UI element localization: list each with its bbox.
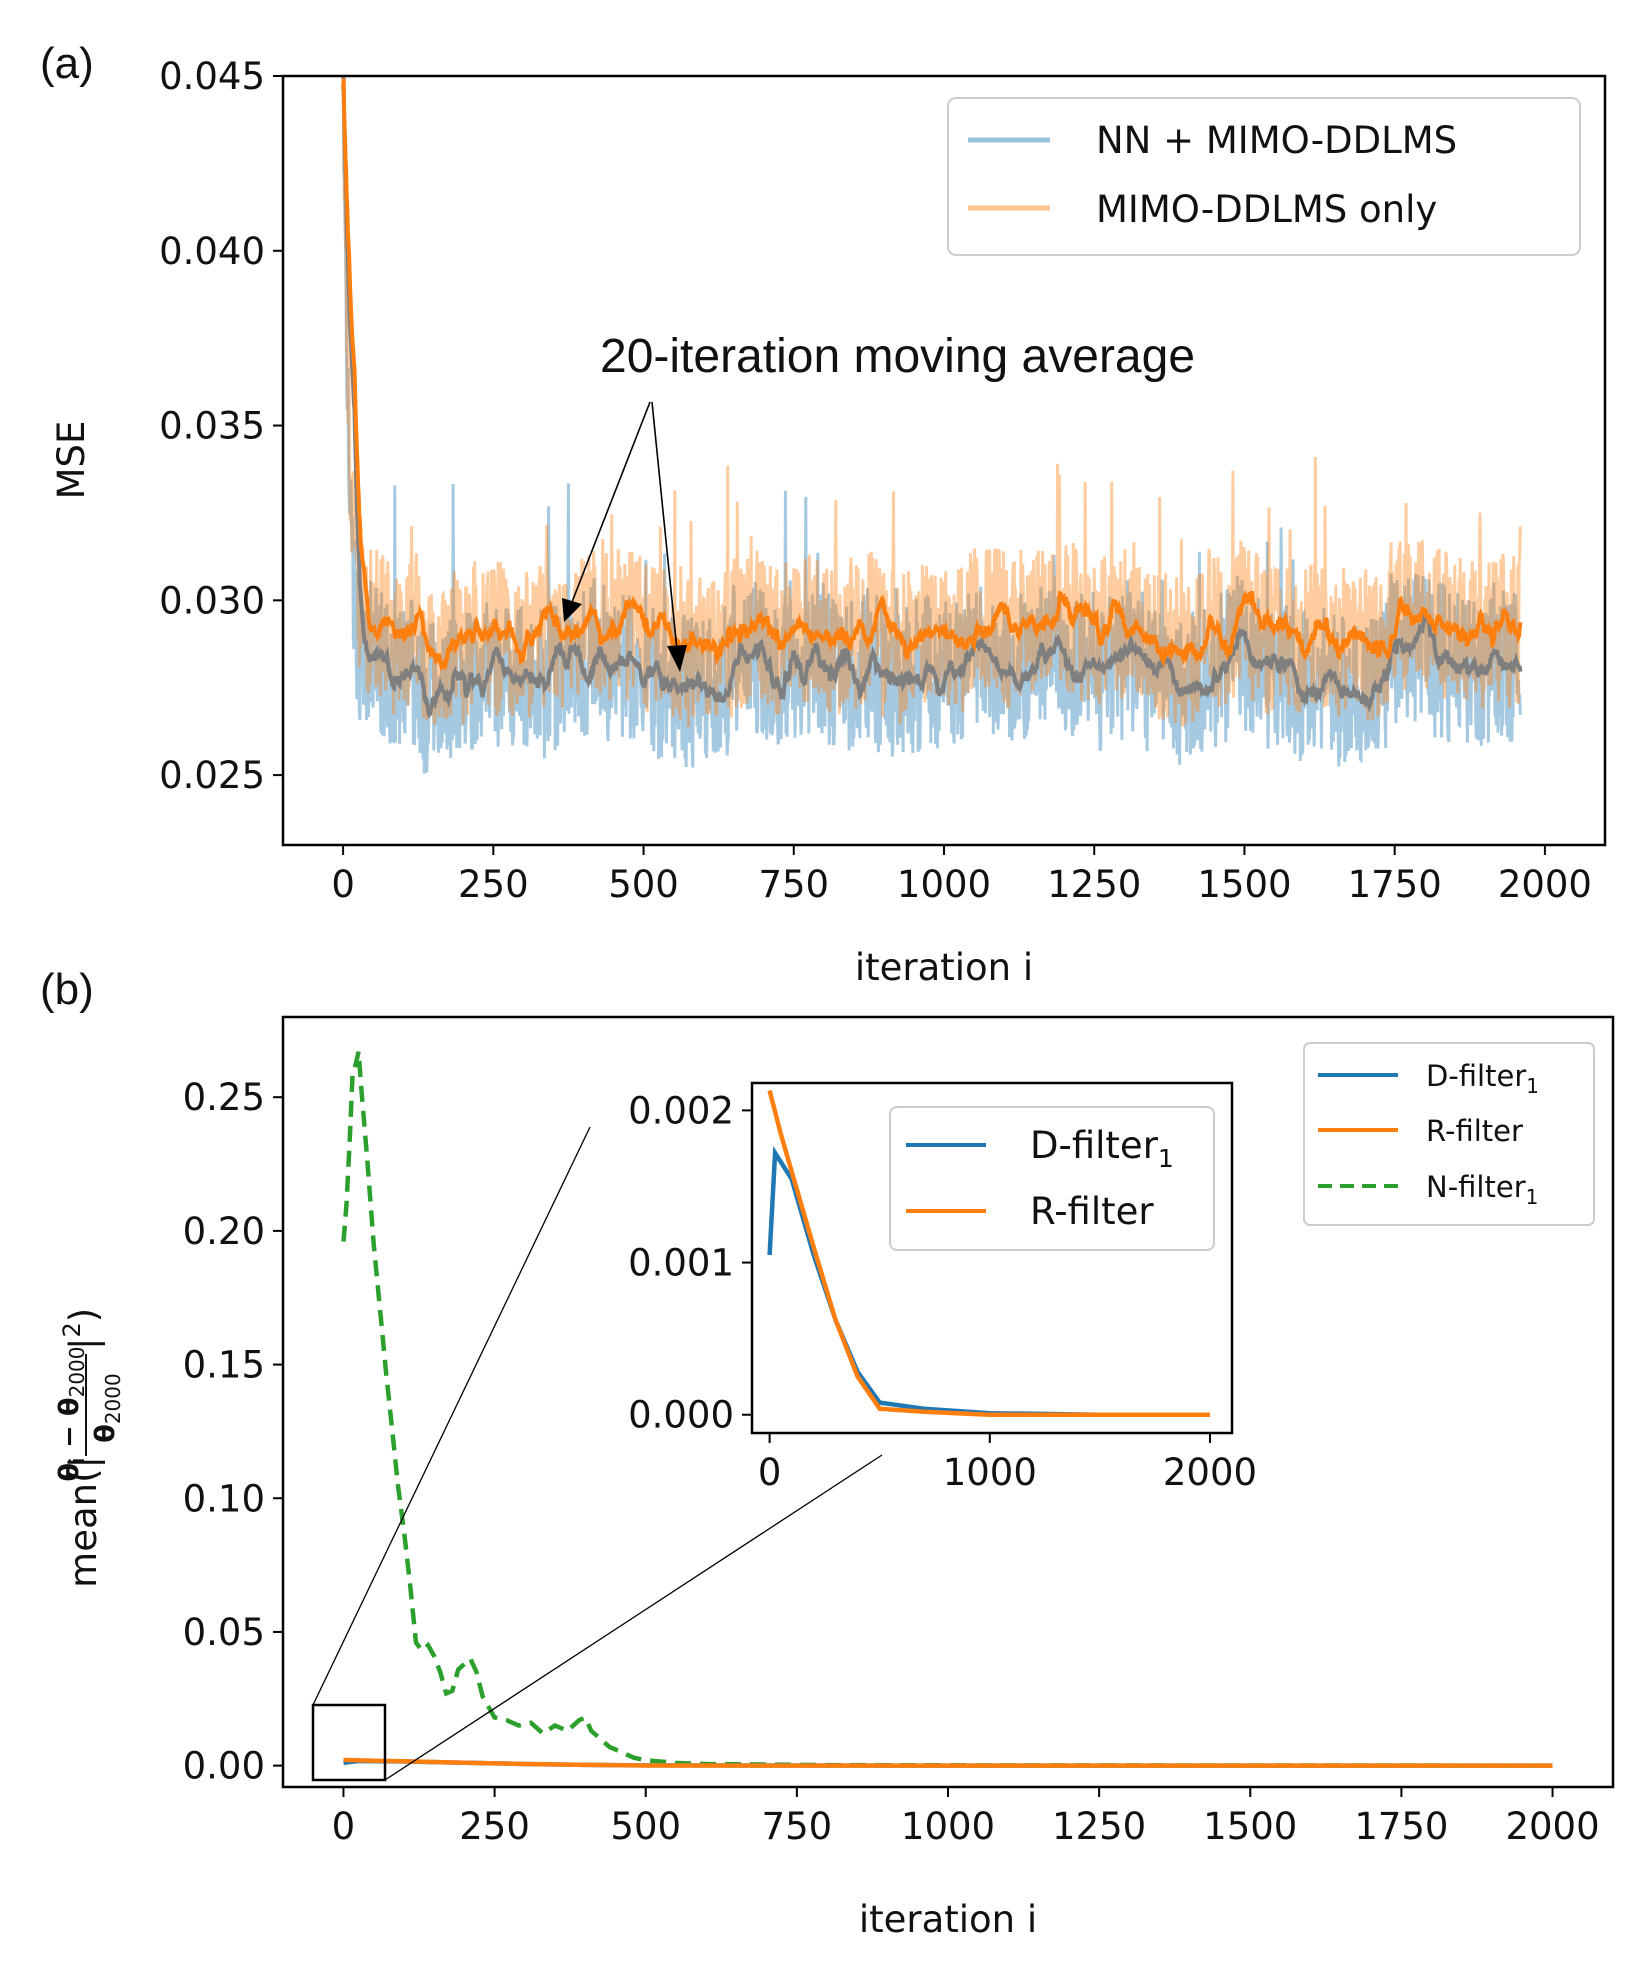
annotation-arrow-2-head — [667, 645, 687, 672]
inset-legend: D-filter1 R-filter — [889, 1106, 1215, 1251]
annotation-arrow-2 — [651, 401, 678, 651]
inset-xtick-label: 0 — [758, 1451, 782, 1494]
chart-b-xtick-label: 250 — [459, 1805, 530, 1848]
chart-b-legend: D-filter1 R-filter N-filter1 — [1303, 1042, 1595, 1226]
chart-a-ylabel: MSE — [50, 421, 93, 500]
legend-label-mimo-only: MIMO-DDLMS only — [1096, 188, 1437, 231]
chart-b-xtick-label: 750 — [762, 1805, 833, 1848]
zoom-connector-2 — [384, 1454, 883, 1781]
chart-b-xtick-label: 2000 — [1505, 1805, 1599, 1848]
chart-b-xtick-label: 0 — [332, 1805, 356, 1848]
ylabel-den-theta: θ — [90, 1424, 121, 1443]
legend-label-n-filter: N-filter1 — [1426, 1170, 1538, 1209]
ylabel-close: ) — [62, 1308, 105, 1322]
panel-a-label: (a) — [40, 39, 94, 88]
chart-a-xtick-label: 1750 — [1348, 863, 1442, 906]
chart-b-xtick-label: 1500 — [1203, 1805, 1297, 1848]
chart-b-ytick-label: 0.25 — [183, 1076, 265, 1119]
annotation-arrow-1-head — [562, 598, 582, 622]
inset-xtick-label: 2000 — [1163, 1451, 1257, 1494]
chart-b-ylabel: mean(| θi − θ2000 θ2000 |2) — [54, 1308, 125, 1588]
ylabel-prefix: mean(| — [62, 1456, 105, 1588]
legend-d-filter-sub: 1 — [1526, 1074, 1539, 1098]
ylabel-num-theta: θ — [54, 1463, 85, 1482]
chart-a-ytick-label: 0.045 — [159, 55, 265, 98]
chart-a-legend: NN + MIMO-DDLMS MIMO-DDLMS only — [947, 97, 1581, 256]
zoom-box — [311, 1703, 387, 1782]
panel-b-label: (b) — [40, 965, 94, 1014]
annotation-arrow-1 — [571, 401, 651, 603]
chart-a-xtick-label: 1500 — [1197, 863, 1291, 906]
series-nn-mimo-line — [341, 76, 1522, 774]
chart-a-legend-box — [947, 97, 1581, 256]
chart-b: 0 250 500 750 1000 1250 1500 1750 2000 0.00 0.05 0… — [54, 1015, 1615, 1941]
legend-label-d-filter: D-filter1 — [1426, 1059, 1539, 1098]
chart-a-xtick-label: 1000 — [897, 863, 991, 906]
series-r-filter-line — [343, 1757, 1553, 1768]
ylabel-numerator: θi − θ2000 — [54, 1346, 89, 1481]
inset-legend-label-r: R-filter — [1030, 1190, 1154, 1233]
series-nn-mimo-moving-average — [341, 76, 1523, 719]
chart-b-ytick-label: 0.00 — [183, 1745, 265, 1788]
chart-a-xtick-label: 250 — [458, 863, 529, 906]
chart-a-xtick-label: 500 — [608, 863, 679, 906]
chart-a-xtick-label: 2000 — [1498, 863, 1592, 906]
inset-ytick-label: 0.000 — [628, 1394, 734, 1437]
annotation-moving-average: 20-iteration moving average — [600, 330, 1195, 383]
chart-a-xtick-label: 0 — [331, 863, 355, 906]
chart-b-xtick-label: 1750 — [1354, 1805, 1448, 1848]
chart-a: 0 250 500 750 1000 1250 1500 1750 2000 0.025 0.03… — [50, 55, 1607, 989]
ylabel-num-minus: − θ — [54, 1397, 85, 1457]
inset-ytick-label: 0.002 — [628, 1089, 734, 1132]
chart-a-xtick-label: 750 — [758, 863, 829, 906]
ylabel-num-i: i — [65, 1457, 89, 1463]
inset-series-r-filter-line — [767, 1090, 1210, 1417]
inset-legend-label-d: D-filter1 — [1030, 1124, 1174, 1173]
chart-b-xtick-label: 1250 — [1052, 1805, 1146, 1848]
inset-legend-d-name: D-filter — [1030, 1124, 1159, 1167]
chart-b-legend-box — [1303, 1042, 1595, 1226]
series-mimo-only-moving-average — [341, 78, 1523, 672]
chart-b-ytick-label: 0.15 — [183, 1344, 265, 1387]
zoom-connector-1 — [312, 1126, 591, 1706]
ylabel-denominator: θ2000 — [90, 1373, 125, 1442]
chart-b-ytick-label: 0.10 — [183, 1477, 265, 1520]
legend-label-r-filter: R-filter — [1426, 1114, 1523, 1148]
ylabel-suffix-bar: | — [62, 1338, 105, 1350]
chart-b-ytick-label: 0.20 — [183, 1210, 265, 1253]
ylabel-den-2000: 2000 — [101, 1373, 125, 1424]
inset-legend-d-sub: 1 — [1158, 1144, 1174, 1173]
legend-n-filter-name: N-filter — [1426, 1170, 1526, 1204]
chart-a-xtick-label: 1250 — [1047, 863, 1141, 906]
inset-xtick-label: 1000 — [943, 1451, 1037, 1494]
chart-a-ytick-label: 0.025 — [159, 754, 265, 797]
chart-b-xtick-label: 1000 — [901, 1805, 995, 1848]
inset-frame — [750, 1081, 1234, 1435]
chart-a-xlabel: iteration i — [855, 946, 1033, 989]
inset-legend-box — [889, 1106, 1215, 1251]
chart-b-inset: 0 1000 2000 0.000 0.001 0.002 D-filter1 R-fi… — [628, 1081, 1257, 1494]
chart-b-xlabel: iteration i — [859, 1898, 1037, 1941]
chart-a-ytick-label: 0.030 — [159, 579, 265, 622]
legend-label-nn-mimo: NN + MIMO-DDLMS — [1096, 119, 1457, 162]
legend-n-filter-sub: 1 — [1526, 1185, 1539, 1209]
inset-ytick-label: 0.001 — [628, 1242, 734, 1285]
ylabel-suffix: |2) — [58, 1308, 105, 1350]
series-n-filter-line — [341, 1051, 1553, 1768]
ylabel-power: 2 — [58, 1322, 86, 1337]
chart-b-ytick-label: 0.05 — [183, 1611, 265, 1654]
chart-b-xtick-label: 500 — [610, 1805, 681, 1848]
legend-d-filter-name: D-filter — [1426, 1059, 1526, 1093]
chart-a-ytick-label: 0.035 — [159, 405, 265, 448]
chart-a-ytick-label: 0.040 — [159, 230, 265, 273]
